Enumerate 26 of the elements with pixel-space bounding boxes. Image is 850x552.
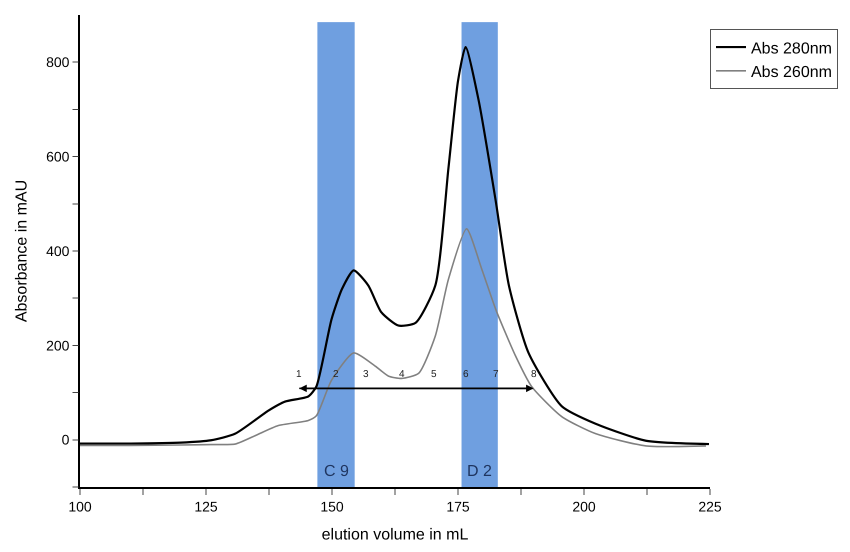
x-tick-label: 200 [572,498,596,515]
x-axis-title: elution volume in mL [322,526,468,544]
annotation: 3 [363,369,369,380]
legend-label: Abs 260nm [751,64,832,82]
y-axis-title: Absorbance in mAU [13,180,30,322]
y-tick-label: 0 [62,432,70,448]
x-tick-label: 150 [320,498,344,515]
y-tick-label: 800 [46,54,70,70]
annotation: 8 [531,369,537,380]
annotation: 2 [333,369,339,380]
annotation: 4 [399,369,405,380]
band-label: C 9 [324,463,349,480]
y-tick-label: 200 [46,337,70,354]
x-tick-label: 125 [194,498,218,515]
annotation: 1 [296,369,302,380]
annotation: 5 [431,369,437,380]
legend-label: Abs 280nm [751,40,832,58]
line-series [80,228,707,448]
band-label: D 2 [467,463,492,480]
x-tick-label: 100 [68,498,92,515]
x-tick-label: 225 [698,498,722,515]
annotation: 7 [493,369,499,380]
x-tick-label: 175 [446,498,470,515]
y-tick-label: 400 [46,242,70,259]
y-tick-label: 600 [46,148,70,164]
annotation: 6 [463,369,469,380]
